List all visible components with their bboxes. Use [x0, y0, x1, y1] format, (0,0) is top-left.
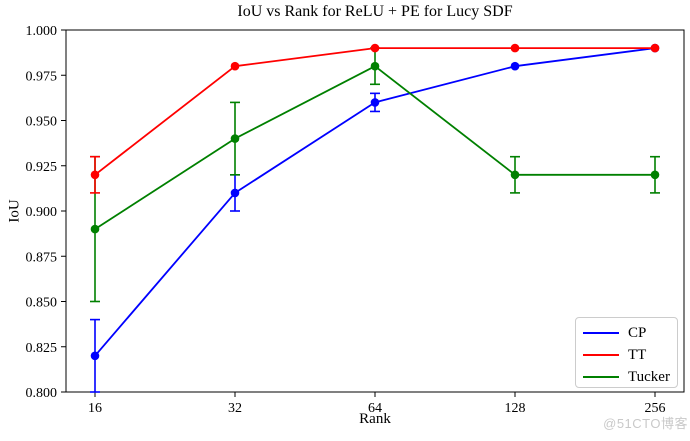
data-point-cp	[90, 351, 100, 361]
x-tick-label: 128	[505, 401, 526, 416]
x-tick-label: 64	[368, 401, 382, 416]
x-axis-label: Rank	[359, 411, 391, 427]
y-axis-label: IoU	[6, 199, 23, 223]
legend-line-sample-cp	[583, 332, 619, 334]
series-line-tucker	[94, 65, 655, 230]
chart-title: IoU vs Rank for ReLU + PE for Lucy SDF	[237, 3, 513, 20]
legend-label-tucker: Tucker	[628, 368, 670, 385]
x-tick-label: 256	[645, 401, 666, 416]
data-point-tucker	[90, 224, 100, 234]
legend-label-tt: TT	[628, 346, 647, 363]
data-point-tucker	[510, 170, 520, 180]
data-point-tt	[650, 43, 660, 53]
legend-label-cp: CP	[628, 324, 647, 341]
data-point-tt	[230, 61, 240, 71]
y-tick-label: 0.850	[26, 296, 58, 311]
legend-item-tt: TT	[583, 344, 677, 366]
legend-line-sample-tt	[583, 354, 619, 356]
data-point-cp	[370, 98, 380, 107]
legend: CP TT Tucker	[575, 317, 678, 388]
legend-item-cp: CP	[583, 322, 677, 344]
y-tick-label: 0.975	[26, 69, 58, 84]
data-point-tucker	[370, 61, 380, 71]
y-tick-label: 0.875	[26, 250, 58, 265]
data-point-tt	[370, 43, 380, 53]
y-tick-label: 1.000	[26, 24, 58, 39]
data-point-cp	[230, 188, 240, 198]
data-point-tucker	[230, 134, 240, 143]
y-tick-label: 0.825	[26, 341, 58, 356]
data-point-cp	[510, 61, 520, 71]
y-tick-label: 0.900	[26, 205, 58, 220]
watermark: @51CTO博客	[603, 416, 688, 431]
x-tick-label: 32	[228, 401, 242, 416]
data-point-tucker	[650, 170, 660, 180]
data-point-tt	[510, 43, 520, 53]
legend-line-sample-tucker	[583, 376, 619, 378]
data-point-tt	[90, 170, 100, 180]
y-tick-label: 0.950	[26, 115, 58, 130]
legend-item-tucker: Tucker	[583, 366, 677, 388]
y-tick-label: 0.925	[26, 160, 58, 175]
x-tick-label: 16	[88, 401, 102, 416]
y-tick-label: 0.800	[26, 386, 58, 401]
